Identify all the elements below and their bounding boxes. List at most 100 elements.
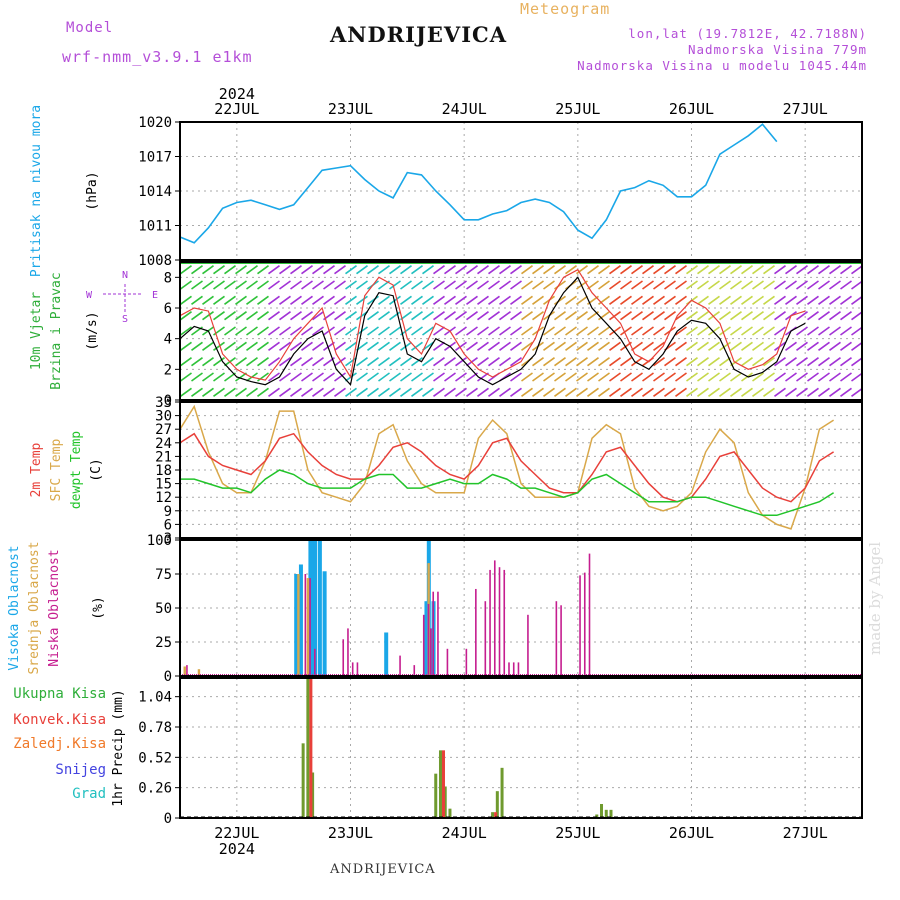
wind-barb: [389, 295, 401, 305]
cloud-bar: [413, 665, 416, 676]
wind-barb: [334, 295, 346, 305]
wind-barb: [851, 357, 863, 367]
cloud-bar: [342, 639, 345, 676]
wind-barb: [807, 326, 819, 336]
wind-barb: [686, 387, 698, 397]
wind-barb: [675, 341, 687, 351]
wind-barb: [246, 265, 258, 275]
wind-barb: [609, 280, 621, 290]
sfc-ylabel: SFC Temp: [49, 439, 64, 502]
wind-barb: [356, 357, 368, 367]
wind-barb: [411, 311, 423, 321]
cloud-bar: [527, 614, 529, 676]
wind-barb: [829, 357, 841, 367]
day-label-bottom: 27JUL: [783, 824, 828, 842]
wind-barb: [818, 295, 830, 305]
wind-barb: [818, 387, 830, 397]
wind-barb: [345, 357, 357, 367]
wind-barb: [510, 311, 522, 321]
wind-barb: [851, 280, 863, 290]
wind-barb: [763, 265, 775, 275]
wind-barb: [686, 357, 698, 367]
pressure-unit: (hPa): [85, 171, 100, 210]
wind-barb: [521, 265, 533, 275]
wind-barb: [422, 372, 434, 382]
wind-barb: [565, 387, 577, 397]
precip-bar: [441, 750, 445, 818]
wind-barb: [675, 280, 687, 290]
wind-barb: [488, 311, 500, 321]
wind-barb: [301, 265, 313, 275]
cloud-bar: [197, 669, 201, 676]
compass-e: E: [152, 290, 158, 301]
wind-barb: [367, 311, 379, 321]
wind-barb: [356, 280, 368, 290]
temp-unit: (C): [89, 458, 104, 481]
wind-barb: [246, 311, 258, 321]
y-tick-label: 0.26: [138, 781, 172, 797]
wind-barb: [455, 387, 467, 397]
wind-barb: [675, 295, 687, 305]
panel-frame: [179, 677, 863, 819]
wind-barb: [411, 341, 423, 351]
wind-barb: [444, 372, 456, 382]
wind-barb: [686, 341, 698, 351]
wind-barb: [532, 265, 544, 275]
wind-barb: [697, 372, 709, 382]
wind-barb: [224, 265, 236, 275]
wind-barb: [851, 311, 863, 321]
wind-barb: [455, 357, 467, 367]
wind-barb: [631, 326, 643, 336]
y-tick-label: 1008: [138, 253, 172, 269]
cloud-bar: [356, 662, 359, 676]
wind-barb: [334, 387, 346, 397]
wind-barb: [554, 311, 566, 321]
wind-barb: [620, 311, 632, 321]
wind-barb: [807, 357, 819, 367]
wind-barb: [488, 357, 500, 367]
wind-barb: [378, 341, 390, 351]
wind-barb: [257, 372, 269, 382]
cloud-bar: [322, 571, 327, 676]
wind-barb: [818, 311, 830, 321]
wind-barb: [774, 387, 786, 397]
wind-barb: [796, 387, 808, 397]
wind-barb: [367, 326, 379, 336]
mid-cloud-ylabel: Srednja Oblacnost: [27, 541, 42, 674]
wind-barb: [290, 326, 302, 336]
wind-barb: [796, 357, 808, 367]
y-tick-label: 25: [155, 635, 172, 651]
wind-barb: [356, 295, 368, 305]
wind-barb: [741, 265, 753, 275]
labels-layer: 1008101110141017102002468369121518212427…: [7, 85, 828, 858]
cloud-bar: [583, 572, 586, 676]
wind-barb: [378, 295, 390, 305]
wind-barb: [455, 372, 467, 382]
wind-barb: [301, 280, 313, 290]
wind-barb: [290, 372, 302, 382]
wind-barb: [774, 372, 786, 382]
wind-barb: [587, 387, 599, 397]
wind-barb: [807, 341, 819, 351]
wind-barb: [246, 357, 258, 367]
wind-barb: [620, 387, 632, 397]
wind-barb: [499, 280, 511, 290]
wind-barb: [389, 280, 401, 290]
wind-barb: [730, 280, 742, 290]
wind-barb: [235, 357, 247, 367]
wind-barb: [543, 387, 555, 397]
wind-barb: [543, 326, 555, 336]
wind-barb: [840, 311, 852, 321]
wind-barb: [807, 295, 819, 305]
y-tick-label: 3: [164, 531, 172, 547]
wind-barb: [653, 357, 665, 367]
wind-barb: [796, 326, 808, 336]
wind-barb: [257, 311, 269, 321]
wind-barb: [323, 372, 335, 382]
wind-barb: [774, 311, 786, 321]
cloud-bar: [183, 666, 186, 676]
cloud-bar: [475, 588, 477, 676]
model-label: Model: [66, 20, 114, 36]
wind-barb: [378, 326, 390, 336]
y-tick-label: 1014: [138, 184, 172, 200]
